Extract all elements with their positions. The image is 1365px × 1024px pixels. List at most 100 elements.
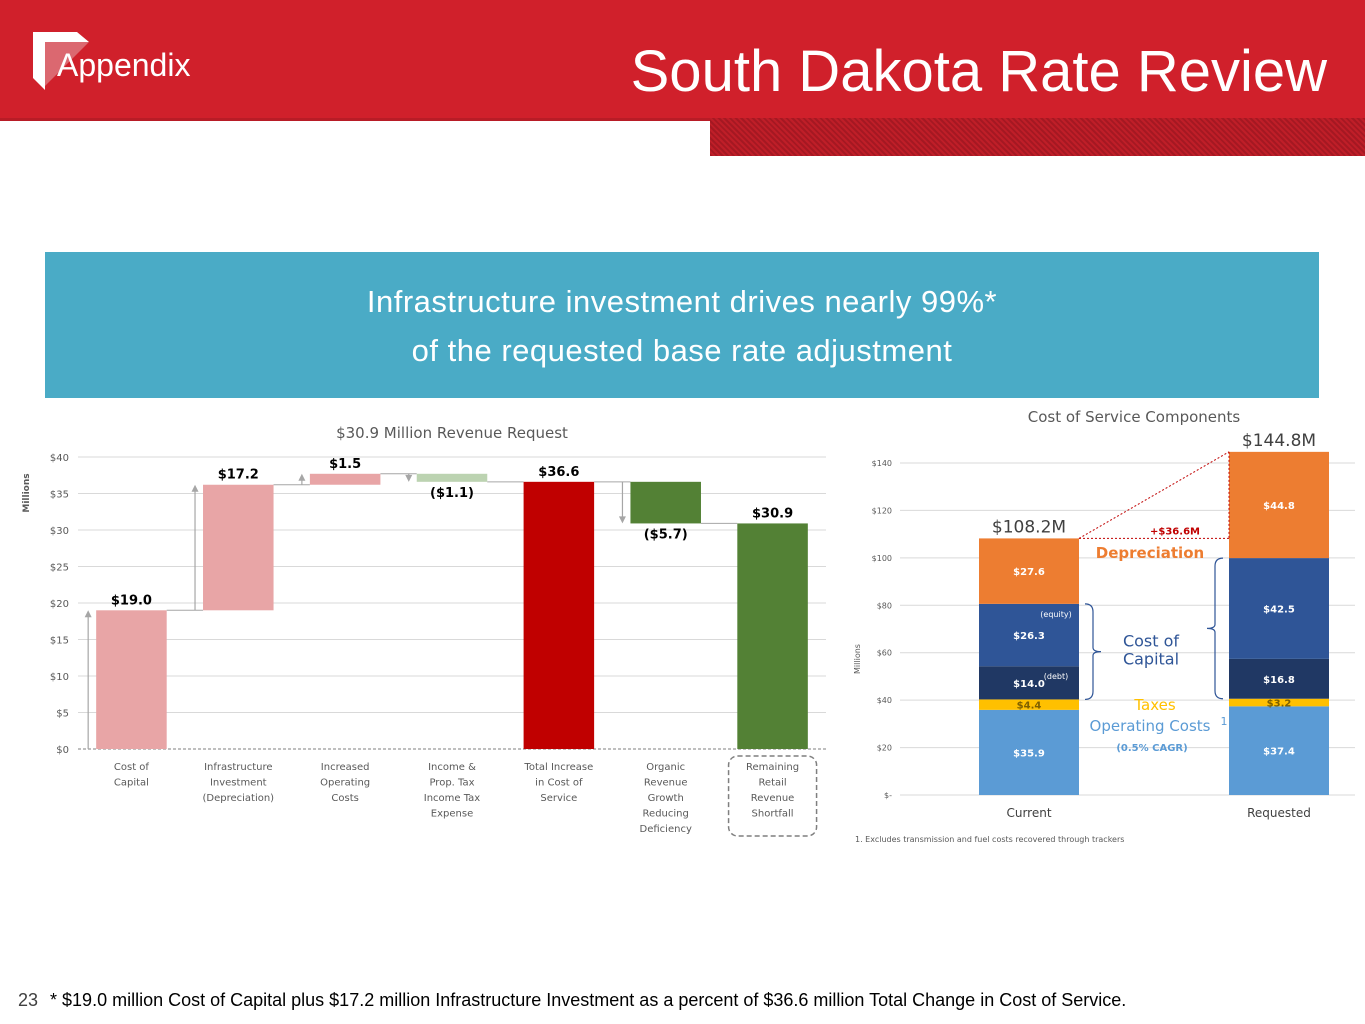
- stacked-total-label: $108.2M: [992, 517, 1066, 537]
- stacked-bar-segment: [1229, 558, 1329, 659]
- waterfall-data-label: $36.6: [538, 465, 579, 480]
- stacked-bar-segment: [979, 538, 1079, 604]
- footer: 23 * $19.0 million Cost of Capital plus $…: [18, 990, 1126, 1011]
- waterfall-data-label: $30.9: [752, 506, 793, 521]
- waterfall-category-label: Growth: [648, 793, 684, 804]
- waterfall-y-tick-label: $35: [50, 490, 69, 501]
- waterfall-y-tick-label: $15: [50, 636, 69, 647]
- waterfall-y-tick-label: $40: [50, 453, 69, 464]
- waterfall-category-label: (Depreciation): [202, 793, 274, 804]
- annotation-cost-of-capital-1: Cost of: [1123, 632, 1179, 651]
- waterfall-data-label: $1.5: [329, 457, 361, 472]
- waterfall-title: $30.9 Million Revenue Request: [336, 424, 568, 442]
- waterfall-y-tick-label: $0: [56, 745, 69, 756]
- waterfall-bar: [203, 484, 274, 611]
- waterfall-category-label: Total Increase: [523, 762, 593, 773]
- footnote: * $19.0 million Cost of Capital plus $17…: [50, 990, 1127, 1010]
- waterfall-category-label: Shortfall: [752, 809, 794, 820]
- stacked-data-label: $3.2: [1267, 699, 1292, 710]
- waterfall-category-label: Infrastructure: [204, 762, 272, 773]
- waterfall-y-axis-label: Millions: [22, 473, 32, 512]
- waterfall-category-label: Prop. Tax: [429, 778, 474, 789]
- waterfall-y-tick-label: $30: [50, 526, 69, 537]
- header-underline: [0, 118, 1365, 121]
- waterfall-category-label: Increased: [321, 762, 370, 773]
- brace-right-cost-of-capital: [1206, 557, 1224, 700]
- waterfall-category-label: Cost of: [114, 762, 150, 773]
- stacked-footnote: 1. Excludes transmission and fuel costs …: [855, 835, 1124, 844]
- stacked-data-label: $14.0: [1013, 679, 1045, 690]
- waterfall-bar: [737, 523, 808, 749]
- waterfall-data-label: $17.2: [218, 468, 259, 483]
- waterfall-category-label: Organic: [646, 762, 685, 773]
- brace-left-cost-of-capital: [1084, 603, 1102, 701]
- waterfall-category-label: Capital: [114, 778, 149, 789]
- section-label: Appendix: [57, 47, 191, 83]
- annotation-cagr: (0.5% CAGR): [1116, 743, 1187, 754]
- stacked-data-label: $35.9: [1013, 748, 1045, 759]
- stacked-segment-tag: (debt): [1044, 672, 1068, 681]
- stacked-bar-segment: [979, 709, 1079, 795]
- stacked-y-tick-label: $40: [877, 696, 892, 705]
- stacked-data-label: $44.8: [1263, 501, 1295, 512]
- stacked-data-label: $27.6: [1013, 567, 1045, 578]
- annotation-operating-costs: Operating Costs: [1090, 717, 1211, 735]
- waterfall-category-label: Expense: [431, 809, 473, 820]
- stacked-data-label: $42.5: [1263, 604, 1295, 615]
- stacked-change-label: +$36.6M: [1150, 526, 1200, 537]
- waterfall-arrow-head: [405, 474, 413, 482]
- stacked-bar-segment: [1229, 706, 1329, 795]
- stacked-bar-segment: [1229, 451, 1329, 559]
- waterfall-bar: [523, 481, 595, 749]
- annotation-cost-of-capital-2: Capital: [1123, 650, 1179, 669]
- stacked-chart: Cost of Service Components Millions $- $20 $…: [853, 408, 1355, 844]
- waterfall-y-tick-label: $5: [56, 709, 69, 720]
- stacked-y-tick-label: $20: [877, 744, 892, 753]
- waterfall-y-tick-label: $25: [50, 563, 69, 574]
- page-number: 23: [18, 990, 39, 1010]
- header-stripe: [710, 118, 1365, 156]
- stacked-bar-segment: [979, 699, 1079, 710]
- stacked-total-label: $144.8M: [1242, 431, 1316, 451]
- waterfall-category-label: Income &: [428, 762, 476, 773]
- waterfall-category-label: Remaining: [746, 762, 799, 773]
- header-bar: [0, 0, 1365, 118]
- stacked-y-tick-label: $120: [872, 506, 892, 515]
- waterfall-category-label: in Cost of: [535, 778, 583, 789]
- waterfall-data-label: $19.0: [111, 593, 152, 608]
- stacked-bar-segment: [979, 603, 1079, 667]
- banner-line-2: of the requested base rate adjustment: [411, 333, 953, 368]
- company-logo-icon: [33, 32, 89, 90]
- stacked-data-label: $4.4: [1017, 701, 1042, 712]
- stacked-segment-tag: (equity): [1040, 610, 1071, 619]
- waterfall-arrow-head: [84, 610, 92, 618]
- waterfall-category-label: Deficiency: [640, 824, 692, 835]
- stacked-change-line: [1078, 451, 1230, 539]
- waterfall-y-tick-label: $20: [50, 599, 69, 610]
- waterfall-data-label: ($5.7): [644, 527, 688, 542]
- stacked-data-label: $16.8: [1263, 675, 1295, 686]
- waterfall-category-label: Service: [540, 793, 577, 804]
- waterfall-arrow-head: [298, 473, 306, 481]
- banner-line-1: Infrastructure investment drives nearly …: [366, 284, 998, 319]
- stacked-y-tick-label: $60: [877, 649, 892, 658]
- waterfall-category-label: Retail: [758, 778, 786, 789]
- stacked-y-tick-label: $140: [872, 459, 892, 468]
- waterfall-highlight-box: [727, 755, 818, 837]
- waterfall-bar: [630, 481, 701, 524]
- stacked-bar-segment: [1229, 658, 1329, 699]
- page-title: South Dakota Rate Review: [630, 39, 1327, 104]
- waterfall-category-label: Operating: [320, 778, 370, 789]
- waterfall-arrow-head: [191, 484, 199, 492]
- waterfall-category-label: Income Tax: [424, 793, 481, 804]
- stacked-bar-segment: [1229, 698, 1329, 707]
- annotation-depreciation: Depreciation: [1096, 544, 1204, 562]
- stacked-y-tick-label: $-: [884, 791, 892, 800]
- stacked-y-axis-label: Millions: [853, 644, 862, 674]
- waterfall-category-label: Investment: [210, 778, 267, 789]
- waterfall-category-label: Revenue: [751, 793, 795, 804]
- annotation-taxes: Taxes: [1133, 696, 1176, 714]
- stacked-data-label: $26.3: [1013, 631, 1045, 642]
- waterfall-category-label: Costs: [331, 793, 358, 804]
- stacked-category-label: Requested: [1247, 806, 1311, 820]
